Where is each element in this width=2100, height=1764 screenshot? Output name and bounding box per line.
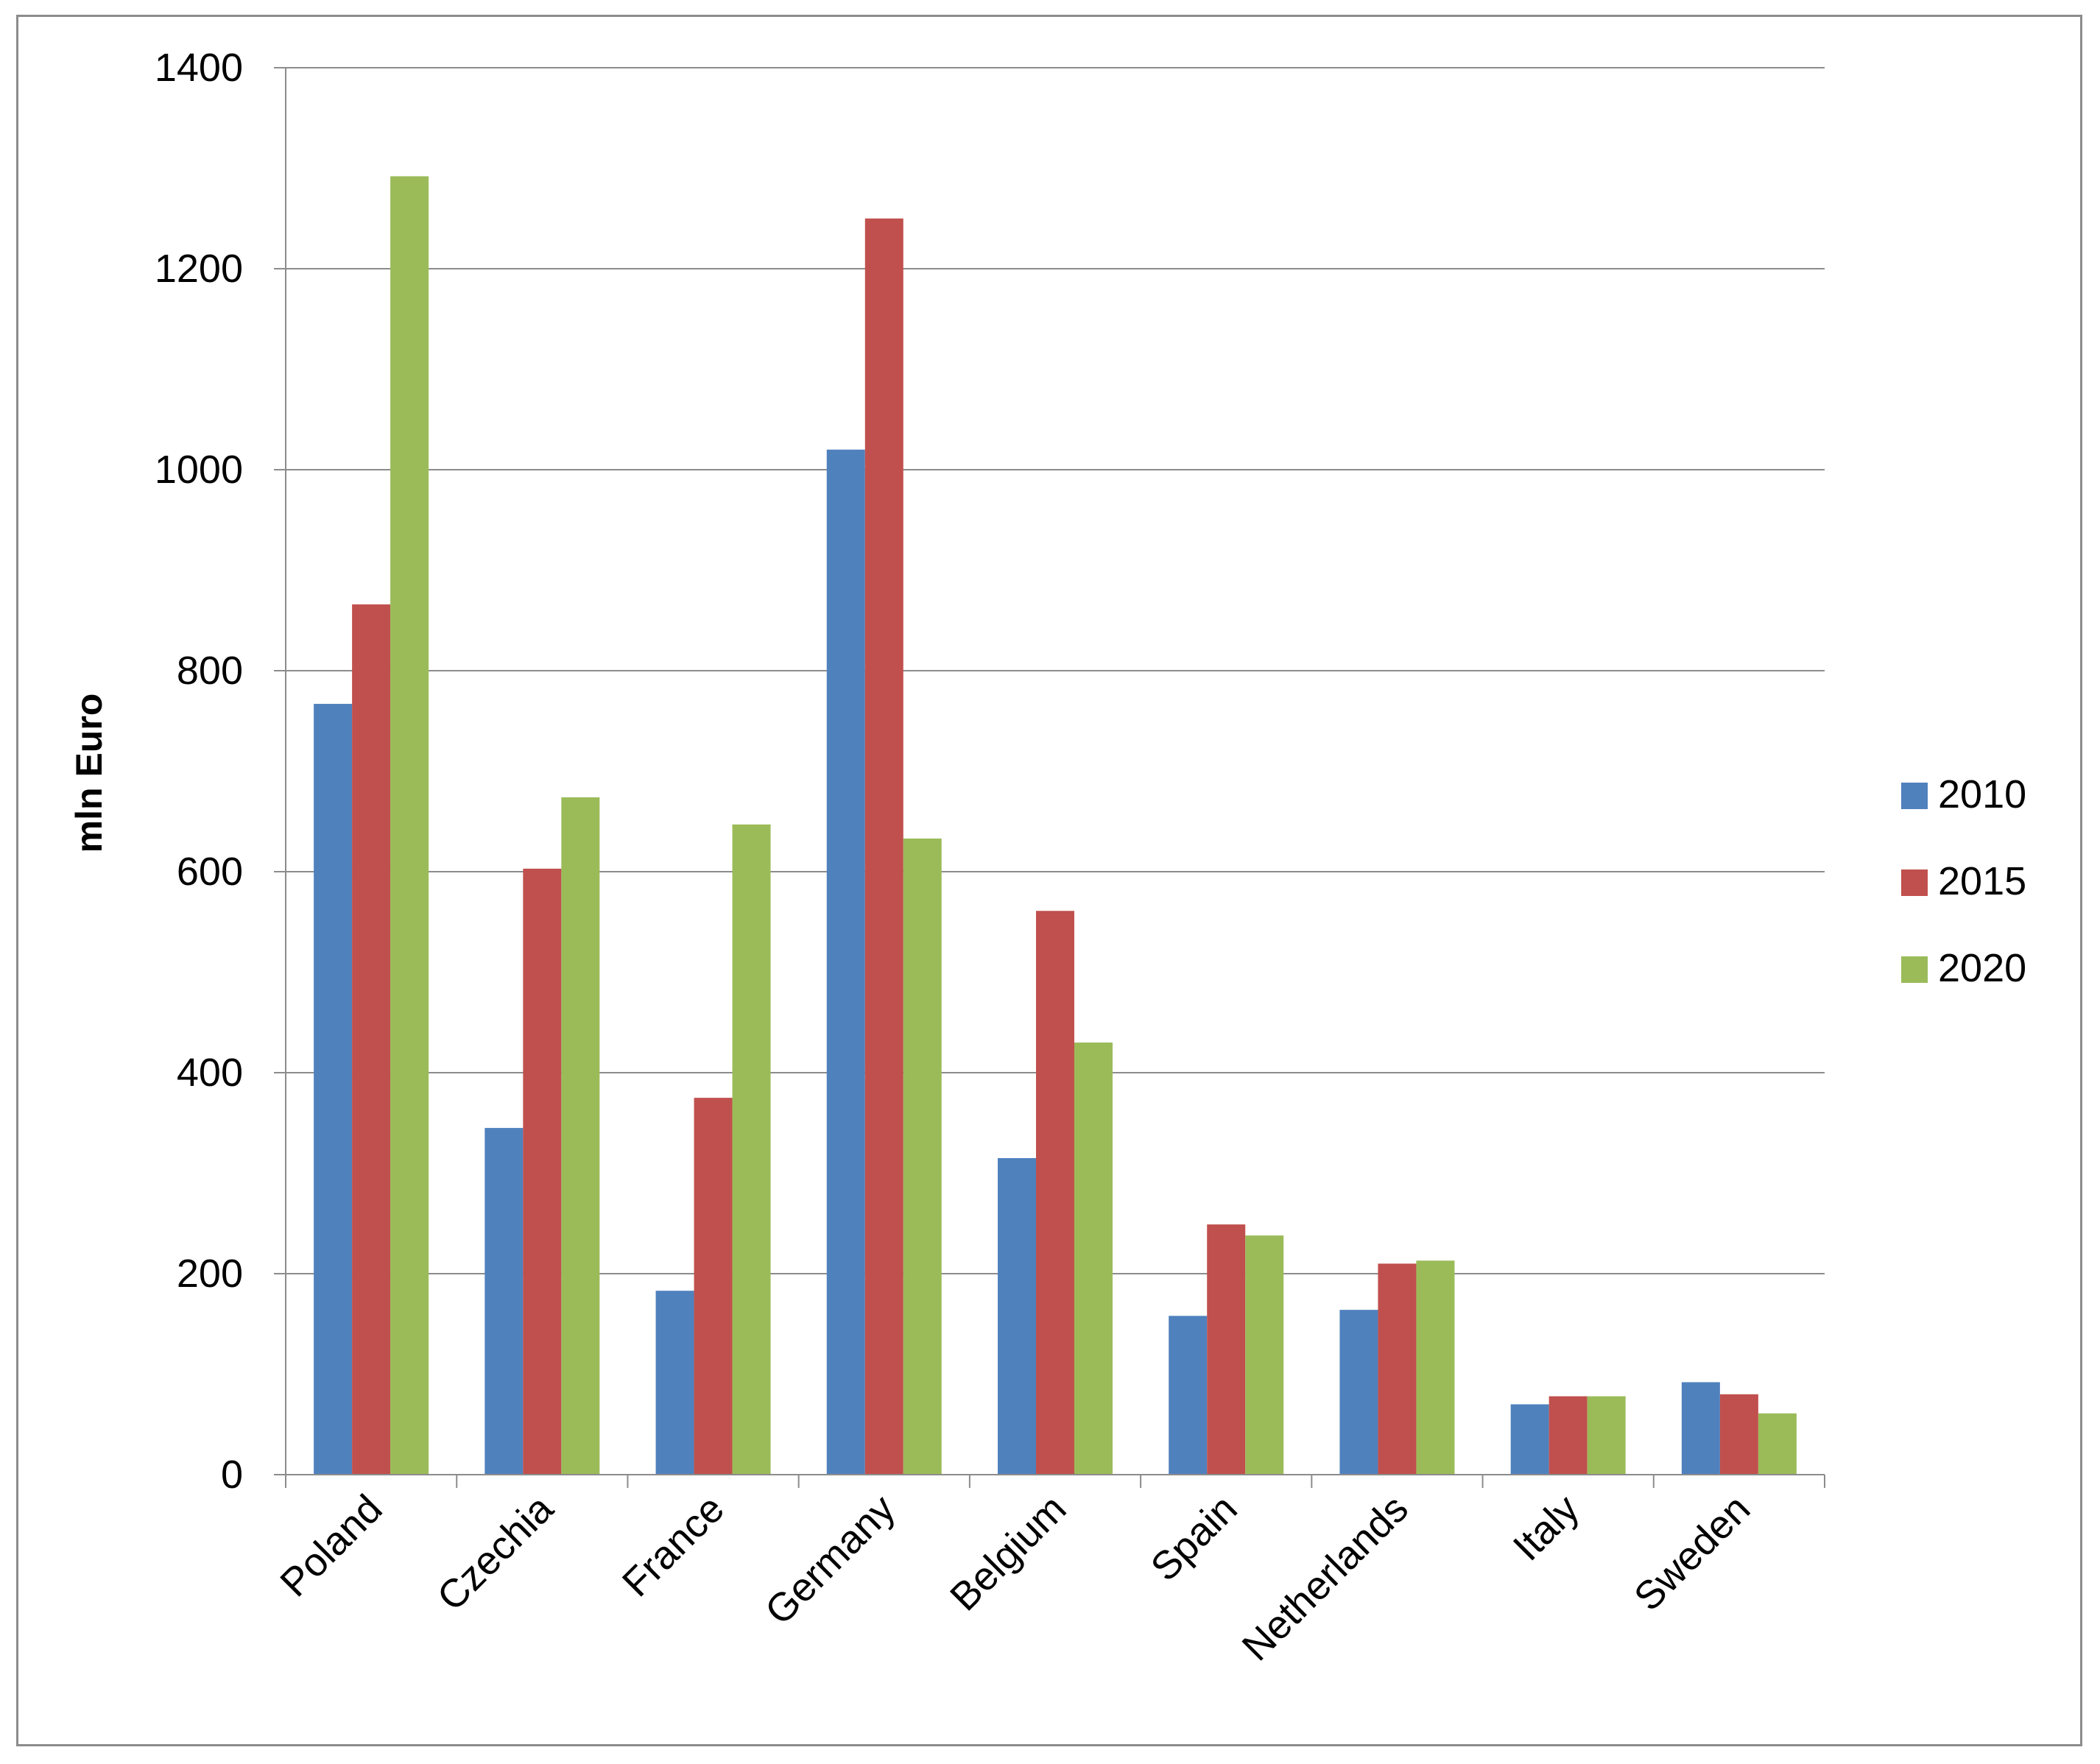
y-tick-label: 200 xyxy=(177,1252,243,1296)
x-tick-label: Czechia xyxy=(429,1486,562,1619)
bar-2020-czechia xyxy=(561,797,600,1475)
bar-2010-sweden xyxy=(1681,1382,1720,1475)
bar-2015-poland xyxy=(352,604,391,1475)
y-tick-label: 0 xyxy=(221,1453,243,1497)
x-tick-label: Italy xyxy=(1505,1486,1588,1569)
bar-2020-germany xyxy=(903,838,942,1475)
y-tick-label: 1000 xyxy=(155,448,243,492)
x-tick-label: Belgium xyxy=(942,1486,1074,1619)
legend-swatch-2010 xyxy=(1901,783,1928,809)
bar-2020-spain xyxy=(1245,1235,1284,1475)
y-tick-labels: 0 200 400 600 800 1000 1200 1400 xyxy=(155,46,243,1497)
legend-label: 2010 xyxy=(1938,772,2026,816)
legend-label: 2020 xyxy=(1938,946,2026,990)
bar-2010-italy xyxy=(1510,1404,1549,1475)
bar-2015-italy xyxy=(1548,1396,1588,1475)
legend-swatch-2015 xyxy=(1901,869,1928,896)
bar-2015-sweden xyxy=(1719,1394,1758,1475)
y-axis-title: mln Euro xyxy=(68,694,110,853)
x-tick-label: Netherlands xyxy=(1234,1486,1417,1669)
x-tick-label: Spain xyxy=(1143,1486,1246,1590)
bar-2020-sweden xyxy=(1758,1413,1797,1475)
legend: 2010 2015 2020 xyxy=(1901,772,2026,990)
bar-2010-germany xyxy=(826,449,865,1475)
bar-2015-netherlands xyxy=(1378,1263,1417,1475)
axes xyxy=(274,67,1825,1488)
bar-2020-belgium xyxy=(1074,1042,1113,1475)
bar-2015-germany xyxy=(864,218,903,1475)
y-tick-label: 800 xyxy=(177,649,243,693)
y-tick-label: 600 xyxy=(177,850,243,894)
bar-2010-spain xyxy=(1169,1316,1208,1475)
bar-2020-poland xyxy=(390,176,429,1475)
bar-2020-netherlands xyxy=(1416,1260,1455,1475)
legend-swatch-2020 xyxy=(1901,956,1928,983)
legend-label: 2015 xyxy=(1938,859,2026,903)
bar-2010-czechia xyxy=(485,1128,524,1475)
x-tick-label: Germany xyxy=(757,1486,903,1633)
x-tick-label: Poland xyxy=(272,1486,390,1605)
bars xyxy=(314,176,1797,1475)
x-tick-labels: Poland Czechia France Germany Belgium SpainNe… xyxy=(272,1486,1758,1669)
bar-2010-poland xyxy=(314,704,353,1475)
bar-2015-belgium xyxy=(1036,911,1074,1475)
x-tick-label: France xyxy=(614,1486,733,1605)
bar-2010-netherlands xyxy=(1339,1310,1378,1475)
bar-2015-czechia xyxy=(523,868,562,1475)
bar-2020-italy xyxy=(1587,1396,1626,1475)
y-tick-label: 1400 xyxy=(155,46,243,90)
bar-2015-spain xyxy=(1207,1224,1246,1475)
x-tick-label: Sweden xyxy=(1626,1486,1758,1619)
bar-2010-france xyxy=(655,1291,694,1475)
bar-2020-france xyxy=(732,824,771,1475)
y-tick-label: 400 xyxy=(177,1051,243,1095)
bar-2015-france xyxy=(694,1098,733,1475)
bar-2010-belgium xyxy=(998,1158,1036,1475)
y-tick-label: 1200 xyxy=(155,247,243,291)
